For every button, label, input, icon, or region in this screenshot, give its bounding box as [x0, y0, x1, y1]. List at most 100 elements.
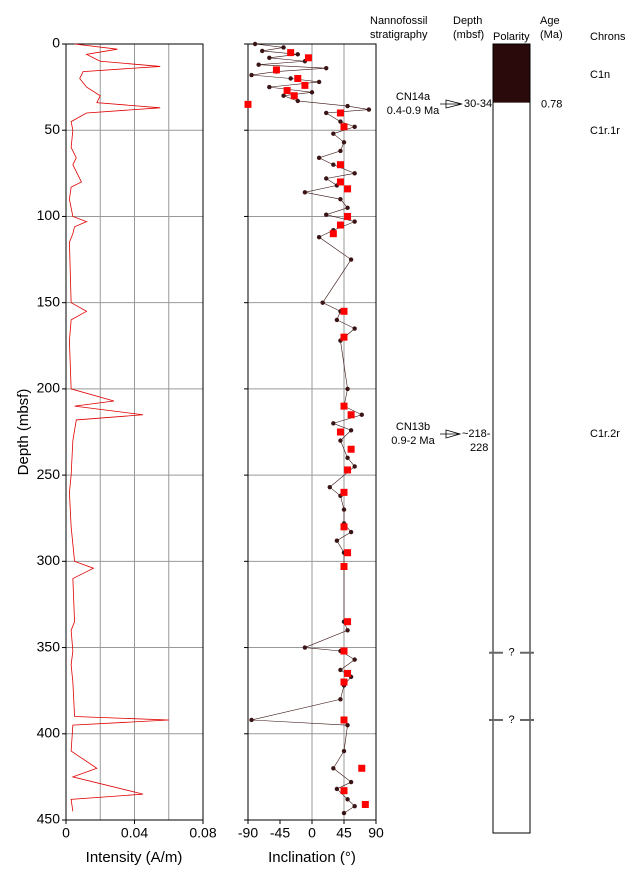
dot [345, 722, 350, 728]
y-tick-label: 400 [37, 724, 61, 740]
y-tick-label: 0 [52, 35, 60, 51]
dot [345, 103, 350, 109]
y-tick-label: 100 [37, 207, 61, 223]
dot [348, 428, 354, 433]
red-square [344, 549, 352, 557]
red-square [340, 647, 348, 655]
dot [366, 107, 372, 112]
dot [338, 438, 343, 443]
red-square [329, 230, 337, 238]
zone-label: CN14a [396, 91, 431, 103]
red-square [244, 100, 252, 108]
red-square [336, 428, 344, 436]
uncertain-label: ? [508, 714, 514, 726]
dot [327, 484, 332, 490]
y-axis-label: Depth (mbsf) [15, 389, 32, 476]
dot [295, 52, 300, 57]
dot [334, 786, 340, 792]
red-square [358, 764, 366, 772]
red-square [340, 333, 348, 341]
polarity-column [492, 43, 531, 834]
red-square [336, 161, 344, 169]
dot [352, 657, 357, 662]
uncertain-label: ? [508, 647, 514, 659]
intensity-line [69, 43, 169, 812]
dot [316, 234, 322, 240]
dot [352, 464, 357, 469]
dot [316, 155, 322, 161]
dot [352, 804, 357, 809]
dot [316, 79, 322, 85]
dot [341, 507, 347, 512]
zone-range: 0.4-0.9 Ma [387, 105, 440, 117]
dot [331, 131, 336, 136]
column-header: stratigraphy [370, 29, 428, 41]
dot [331, 421, 336, 426]
dot [260, 48, 265, 54]
x-axis-label: Inclination (°) [268, 849, 356, 866]
column-header: Depth [453, 15, 482, 27]
column-header: Chrons [590, 31, 626, 43]
zone-depth: ~218- [462, 428, 491, 440]
y-tick-label: 150 [37, 293, 61, 309]
red-square [340, 787, 348, 795]
dot [324, 176, 329, 181]
dot [352, 326, 357, 331]
zone-range: 0.9-2 Ma [391, 435, 435, 447]
red-square [361, 800, 369, 808]
x-tick-label: 90 [368, 825, 384, 841]
red-square [344, 185, 352, 193]
dot [348, 529, 354, 535]
dot [334, 317, 340, 323]
red-square [340, 678, 348, 686]
column-header: Nannofossil [370, 15, 427, 27]
zone-label: CN13b [396, 421, 430, 433]
column-header: Polarity [493, 31, 530, 43]
dot [249, 717, 254, 723]
age-label: 0.78 [541, 99, 562, 111]
dot [345, 628, 350, 633]
red-square [340, 307, 348, 315]
column-header: (Ma) [540, 29, 563, 41]
dot [288, 76, 293, 81]
red-square [290, 92, 298, 100]
red-square [344, 212, 352, 220]
dot [359, 412, 364, 417]
column-header: Age [540, 15, 560, 27]
y-tick-label: 50 [44, 121, 60, 137]
dot [302, 190, 308, 195]
dot [281, 93, 286, 98]
dot [338, 119, 343, 124]
dot [267, 55, 272, 60]
normal-polarity [493, 44, 530, 103]
dot [331, 766, 336, 771]
dot [338, 697, 343, 702]
y-tick-label: 200 [37, 380, 61, 396]
red-square [340, 123, 348, 131]
dot [324, 212, 329, 217]
dot [338, 667, 343, 673]
plot-frame [65, 43, 204, 821]
red-square [336, 221, 344, 229]
zone-depth: 228 [470, 442, 488, 454]
y-tick-label: 250 [37, 466, 61, 482]
red-square [344, 466, 352, 474]
x-tick-label: -45 [270, 825, 290, 841]
dot [252, 41, 258, 47]
x-tick-label: 45 [336, 825, 352, 841]
red-square [340, 488, 348, 496]
red-square [294, 74, 302, 82]
dot [302, 645, 308, 650]
red-square [344, 618, 352, 626]
dot [256, 62, 261, 67]
dot [341, 140, 347, 145]
column-header: (mbsf) [453, 29, 484, 41]
dot [345, 386, 350, 392]
red-square [344, 669, 352, 677]
red-square [301, 81, 309, 89]
red-square [347, 445, 355, 453]
red-square [336, 109, 344, 117]
dot [309, 90, 315, 95]
red-square [340, 716, 348, 724]
dot [324, 65, 329, 71]
